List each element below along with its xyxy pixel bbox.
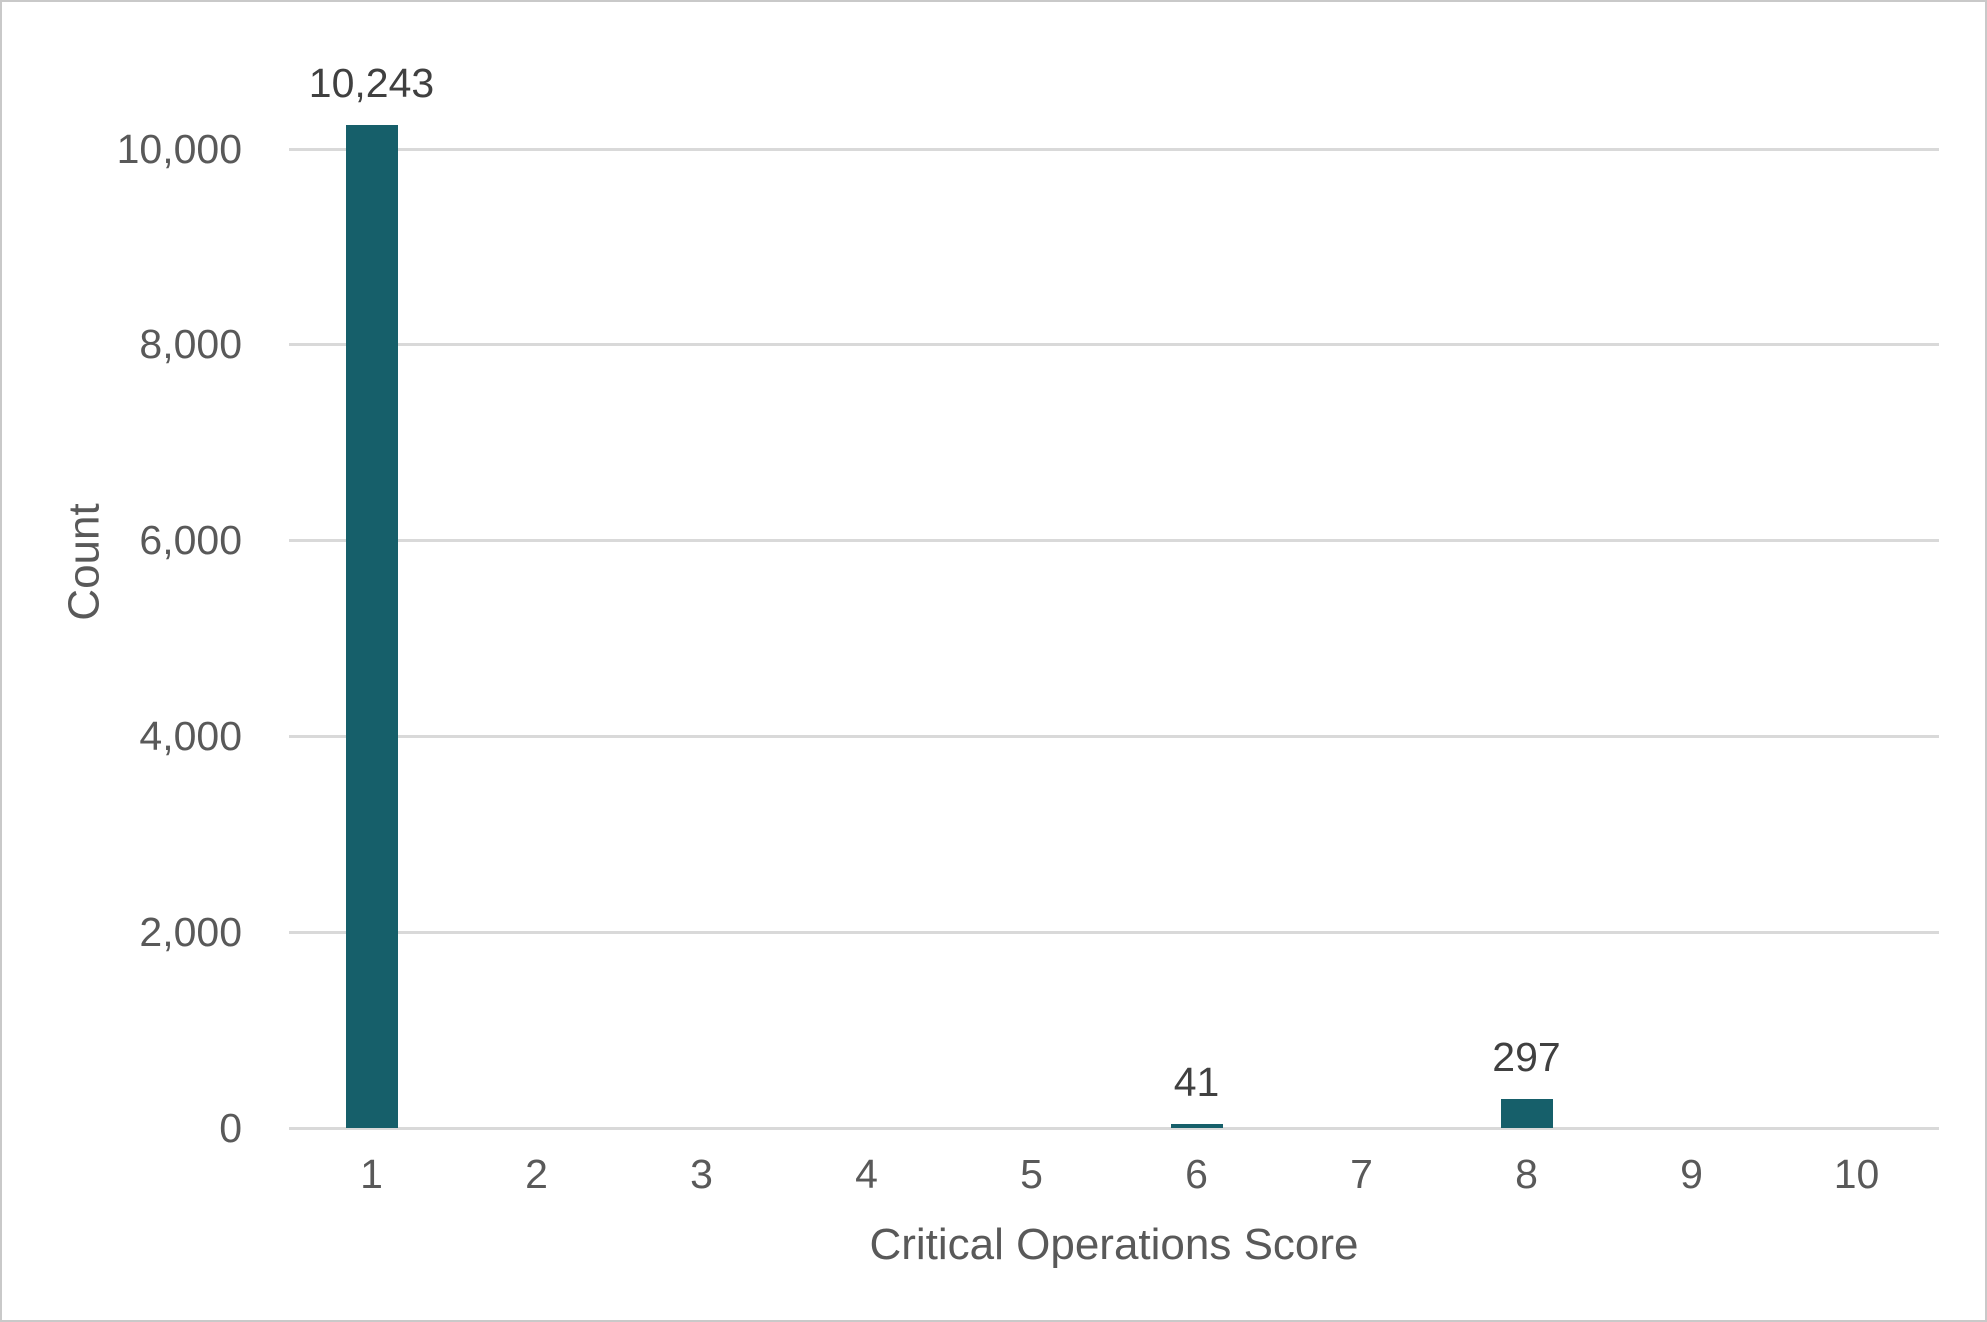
- gridline-0: [289, 1126, 1939, 1130]
- x-tick-label: 8: [1515, 1151, 1538, 1197]
- bar-score-6: [1170, 1123, 1223, 1128]
- bar-score-1: [345, 125, 398, 1128]
- x-tick-label: 10: [1833, 1151, 1880, 1197]
- y-tick-label: 4,000: [139, 712, 242, 759]
- x-tick-label: 1: [360, 1151, 383, 1197]
- bar-value-label: 10,243: [308, 60, 435, 107]
- gridline-2000: [289, 930, 1939, 934]
- gridline-6000: [289, 539, 1939, 543]
- x-axis-title: Critical Operations Score: [869, 1220, 1359, 1269]
- y-tick-label: 10,000: [116, 125, 242, 172]
- gridline-4000: [289, 734, 1939, 738]
- x-tick-label: 2: [525, 1151, 548, 1197]
- x-tick-label: 5: [1020, 1151, 1043, 1197]
- x-tick-label: 6: [1185, 1151, 1208, 1197]
- bar-score-8: [1500, 1098, 1553, 1128]
- x-tick-label: 9: [1680, 1151, 1703, 1197]
- y-tick-label: 6,000: [139, 517, 242, 564]
- y-tick-label: 0: [219, 1104, 242, 1151]
- x-tick-label: 7: [1350, 1151, 1373, 1197]
- bar-value-label: 41: [1173, 1058, 1220, 1105]
- y-tick-label: 2,000: [139, 908, 242, 955]
- gridline-10000: [289, 147, 1939, 151]
- x-tick-label: 3: [690, 1151, 713, 1197]
- y-tick-label: 8,000: [139, 321, 242, 368]
- x-tick-label: 4: [855, 1151, 878, 1197]
- gridline-8000: [289, 343, 1939, 347]
- bar-value-label: 297: [1492, 1033, 1561, 1080]
